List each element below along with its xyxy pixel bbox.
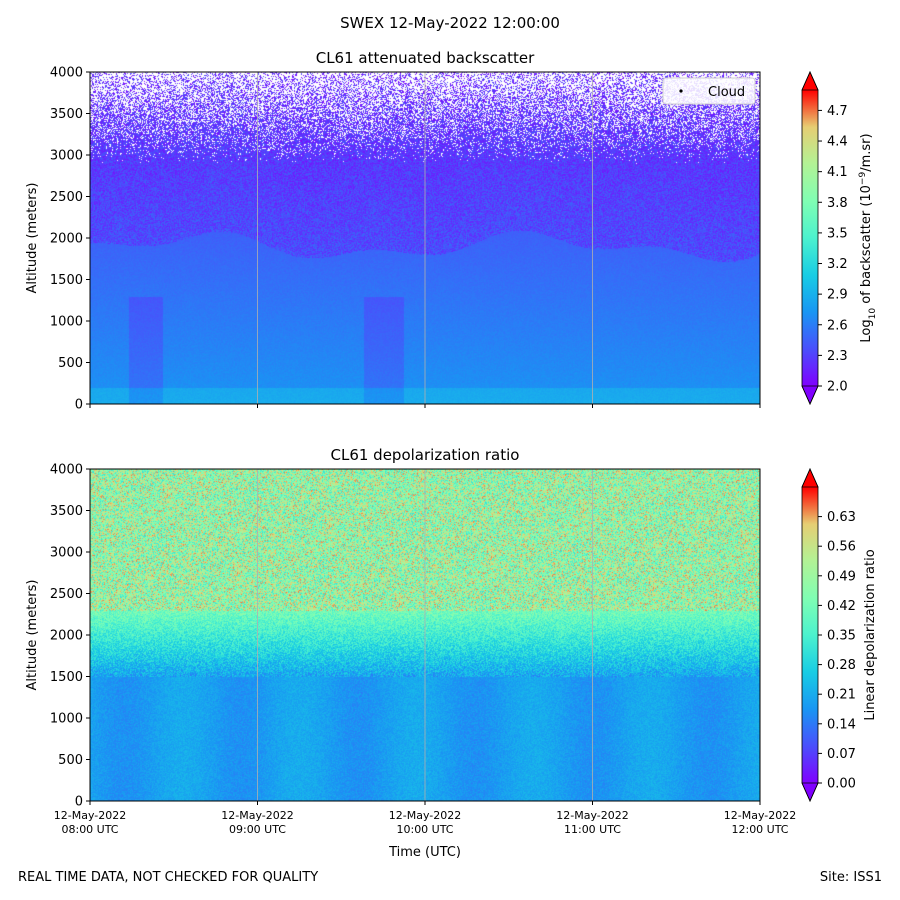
backscatter-ytick-label: 4000 <box>50 66 83 81</box>
backscatter-y-ticks: 0 500 1000 1500 2000 2500 3000 3500 4000 <box>50 66 90 413</box>
cloud-legend: Cloud <box>662 77 756 105</box>
depolarization-colorbar-tick-label: 0.07 <box>827 747 856 762</box>
depolarization-ylabel: Altitude (meters) <box>25 580 40 691</box>
depolarization-xtick-label: 12-May-2022 09:00 UTC <box>221 809 293 836</box>
backscatter-ytick-label: 3500 <box>50 107 83 122</box>
panel1-title: CL61 attenuated backscatter <box>315 49 535 67</box>
backscatter-colorbar: 2.0 2.3 2.6 2.9 3.2 3.5 3.8 4.1 4.4 4.7 Log10 of … <box>801 71 878 405</box>
depolarization-colorbar-tick-label: 0.21 <box>827 688 856 703</box>
backscatter-colorbar-tick-label: 4.1 <box>827 165 848 180</box>
depolarization-panel: 0 500 1000 1500 2000 2500 3000 3500 4000 12-May-… <box>25 463 878 861</box>
depolarization-colorbar-tick-label: 0.63 <box>827 510 856 525</box>
cloud-marker-icon <box>679 89 683 93</box>
backscatter-colorbar-label: Log10 of backscatter (10−9/m.sr) <box>858 133 878 342</box>
footer-site-label: Site: ISS1 <box>819 870 882 885</box>
backscatter-colorbar-tick-label: 4.4 <box>827 135 848 150</box>
depolarization-colorbar-tick-label: 0.56 <box>827 540 856 555</box>
depolarization-colorbar-tick-label: 0.42 <box>827 599 856 614</box>
footer-quality-note: REAL TIME DATA, NOT CHECKED FOR QUALITY <box>18 870 319 885</box>
depolarization-colorbar-label: Linear depolarization ratio <box>863 549 878 720</box>
backscatter-colorbar-tick-label: 2.3 <box>827 349 848 364</box>
depolarization-ytick-label: 2000 <box>50 629 83 644</box>
depolarization-ytick-label: 4000 <box>50 463 83 478</box>
backscatter-ylabel: Altitude (meters) <box>25 183 40 294</box>
backscatter-colorbar-tick-label: 3.8 <box>827 196 848 211</box>
depolarization-xtick-label: 12-May-2022 10:00 UTC <box>389 809 461 836</box>
backscatter-colorbar-tick-label: 3.2 <box>827 257 848 272</box>
depolarization-x-ticks: 12-May-2022 08:00 UTC 12-May-2022 09:00 UTC… <box>54 801 796 836</box>
depolarization-xtick-label: 12-May-2022 11:00 UTC <box>556 809 628 836</box>
backscatter-ytick-label: 500 <box>58 356 83 371</box>
depolarization-ytick-label: 3500 <box>50 504 83 519</box>
depolarization-colorbar-tick-label: 0.28 <box>827 658 856 673</box>
backscatter-ytick-label: 0 <box>75 398 83 413</box>
depolarization-colorbar: 0.00 0.07 0.14 0.21 0.28 0.35 0.42 0.49 0.56 0.63… <box>801 468 878 802</box>
backscatter-ytick-label: 1000 <box>50 315 83 330</box>
backscatter-ytick-label: 2000 <box>50 232 83 247</box>
depolarization-xtick-label: 12-May-2022 12:00 UTC <box>724 809 796 836</box>
backscatter-colorbar-tick-label: 2.9 <box>827 288 848 303</box>
backscatter-colorbar-tick-label: 2.0 <box>827 380 848 395</box>
backscatter-colorbar-tick-label: 2.6 <box>827 318 848 333</box>
depolarization-y-ticks: 0 500 1000 1500 2000 2500 3000 3500 4000 <box>50 463 90 810</box>
backscatter-colorbar-tick-label: 4.7 <box>827 104 848 119</box>
depolarization-ytick-label: 500 <box>58 753 83 768</box>
legend-cloud-label: Cloud <box>708 85 745 100</box>
depolarization-colorbar-tick-label: 0.35 <box>827 629 856 644</box>
depolarization-ytick-label: 1000 <box>50 712 83 727</box>
depolarization-ytick-label: 0 <box>75 795 83 810</box>
depolarization-colorbar-ticks: 0.00 0.07 0.14 0.21 0.28 0.35 0.42 0.49 0.56 0.63 <box>818 510 856 792</box>
backscatter-ytick-label: 1500 <box>50 273 83 288</box>
backscatter-colorbar-ticks: 2.0 2.3 2.6 2.9 3.2 3.5 3.8 4.1 4.4 4.7 <box>818 104 848 395</box>
backscatter-colorbar-tick-label: 3.5 <box>827 226 848 241</box>
figure-suptitle: SWEX 12-May-2022 12:00:00 <box>340 14 560 32</box>
panel2-title: CL61 depolarization ratio <box>330 446 520 464</box>
depolarization-colorbar-tick-label: 0.14 <box>827 717 856 732</box>
backscatter-ytick-label: 2500 <box>50 190 83 205</box>
backscatter-ytick-label: 3000 <box>50 149 83 164</box>
backscatter-x-ticks <box>89 404 761 408</box>
depolarization-ytick-label: 2500 <box>50 587 83 602</box>
depolarization-colorbar-tick-label: 0.49 <box>827 569 856 584</box>
depolarization-ytick-label: 1500 <box>50 670 83 685</box>
depolarization-xtick-label: 12-May-2022 08:00 UTC <box>54 809 126 836</box>
depolarization-xlabel: Time (UTC) <box>388 845 461 860</box>
backscatter-panel: 0 500 1000 1500 2000 2500 3000 3500 4000 Altitud… <box>25 66 878 413</box>
depolarization-colorbar-tick-label: 0.00 <box>827 777 856 792</box>
depolarization-ytick-label: 3000 <box>50 546 83 561</box>
